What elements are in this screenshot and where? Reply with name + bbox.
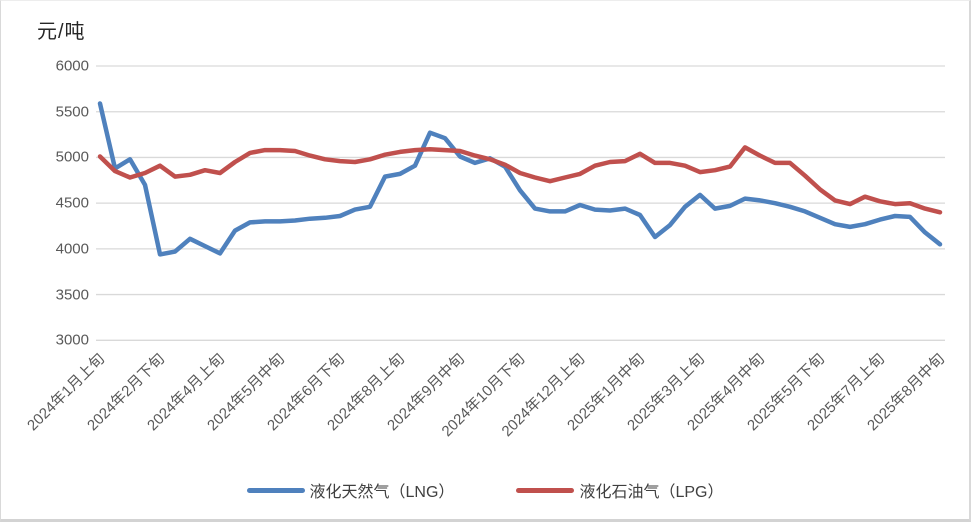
lpg-line-marker-icon	[516, 487, 575, 493]
y-tick-label: 5500	[55, 103, 89, 121]
plot-area	[96, 65, 945, 341]
lng-line	[97, 101, 943, 257]
legend-item-lpg: 液化石油气（LPG）	[516, 478, 723, 502]
y-tick-label: 3000	[55, 331, 89, 349]
lpg-line	[97, 145, 943, 215]
y-tick-label: 6000	[55, 57, 89, 75]
lng-line-marker-icon	[246, 487, 305, 493]
y-tick-label: 3500	[55, 286, 89, 304]
y-tick-label: 5000	[55, 148, 89, 166]
series-lines	[97, 101, 943, 257]
legend-label-lng: 液化天然气（LNG）	[309, 484, 455, 501]
chart-legend: 液化天然气（LNG） 液化石油气（LPG）	[1, 478, 969, 502]
legend-label-lpg: 液化石油气（LPG）	[579, 484, 724, 501]
y-tick-label: 4500	[55, 194, 89, 212]
y-axis-unit-title: 元/吨	[37, 21, 86, 43]
legend-item-lng: 液化天然气（LNG）	[246, 478, 455, 502]
gridlines	[96, 65, 945, 341]
y-tick-label: 4000	[55, 240, 89, 258]
